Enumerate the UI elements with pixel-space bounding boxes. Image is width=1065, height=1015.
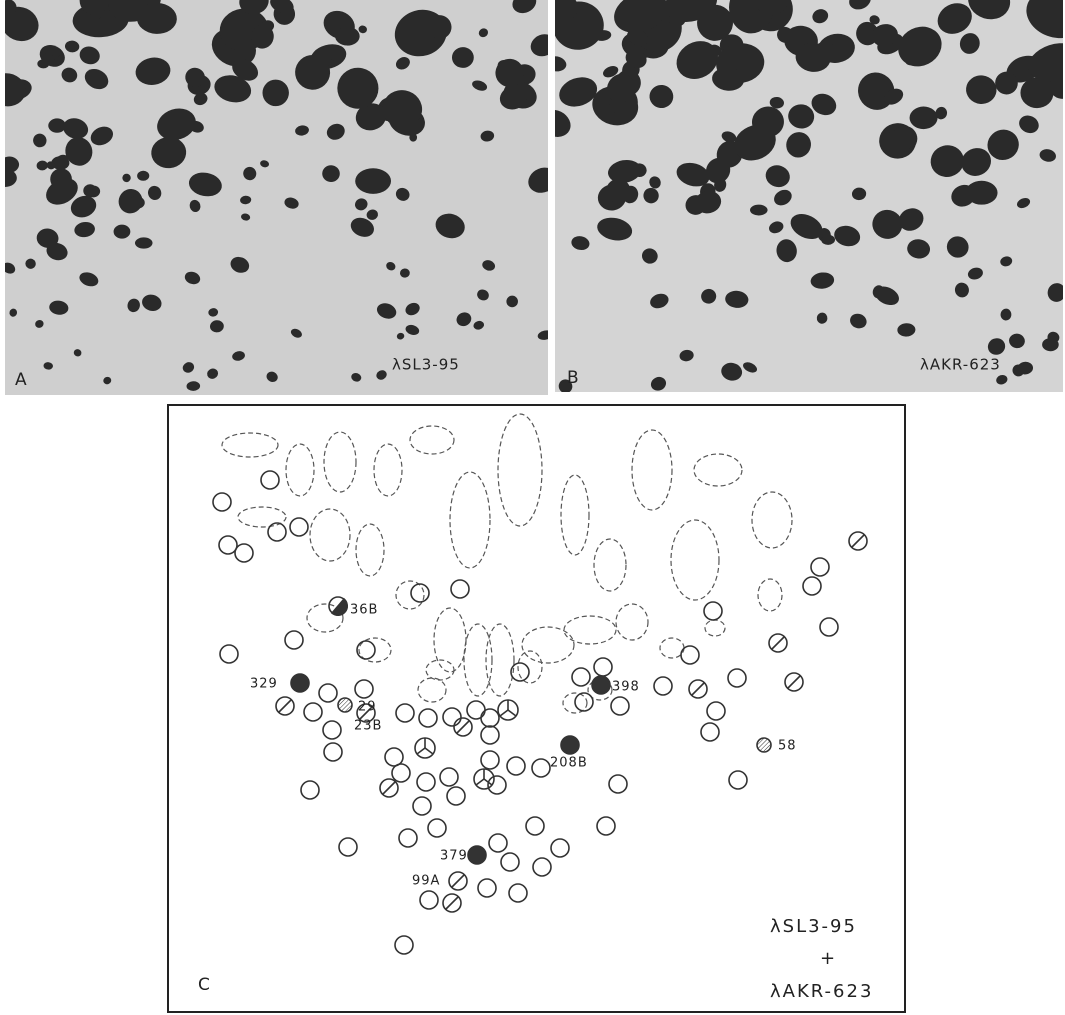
panel-caption: λAKR-623	[920, 356, 1001, 374]
spot-label: 99A	[412, 874, 440, 889]
filled-spot	[468, 846, 486, 864]
filled-spot	[291, 674, 309, 692]
figure: A λSL3-95 B λAKR-623 36B 329 29 23B 398 …	[0, 0, 1065, 1015]
spot-label: 29	[358, 700, 377, 715]
spot-label: 23B	[354, 719, 382, 734]
spot-label: 208B	[550, 756, 588, 771]
filled-spot	[592, 676, 610, 694]
spot-label: 379	[440, 849, 468, 864]
panel-caption: λSL3-95	[392, 356, 460, 374]
filled-spot	[561, 736, 579, 754]
spot	[1020, 77, 1053, 108]
legend-line: +	[820, 948, 837, 969]
spot-label: 36B	[350, 603, 378, 618]
spot	[506, 296, 518, 308]
legend-line: λSL3-95	[770, 916, 857, 937]
spot-label: 398	[612, 680, 640, 695]
spot	[135, 237, 153, 248]
hatched-spot	[338, 698, 352, 712]
spot	[355, 168, 391, 194]
spot-label: 329	[250, 677, 278, 692]
legend-line: λAKR-623	[770, 981, 873, 1002]
spot-label: 58	[778, 739, 797, 754]
panel-label: B	[567, 368, 579, 388]
panel-label: A	[15, 370, 27, 390]
panel-label: C	[198, 975, 210, 995]
hatched-spot	[757, 738, 771, 752]
